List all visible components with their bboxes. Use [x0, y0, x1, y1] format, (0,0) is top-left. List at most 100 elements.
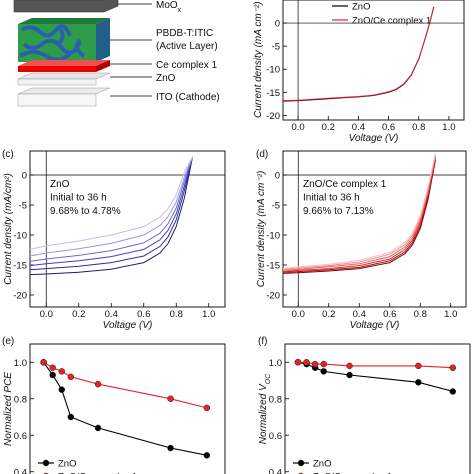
y-tick-label: 0.4	[269, 467, 282, 474]
plot-area	[30, 156, 193, 276]
data-point	[94, 380, 102, 388]
data-point	[303, 359, 310, 366]
y-tick-label: 0	[275, 19, 280, 30]
series-line	[30, 156, 193, 257]
layer-label: ITO (Cathode)	[156, 92, 220, 103]
y-tick-label: 0	[22, 171, 27, 182]
annotation: ZnO	[50, 179, 70, 190]
y-tick-label: 1.0	[269, 358, 282, 369]
y-tick-label: 0.6	[14, 431, 27, 442]
y-tick-label: -15	[266, 261, 280, 272]
y-tick-label: -5	[272, 42, 280, 53]
y-axis-label-text: Current density (mA/cm²)	[3, 173, 14, 285]
x-axis-label: Voltage (V)	[103, 320, 153, 331]
series-line	[30, 156, 193, 271]
series-line	[30, 156, 193, 250]
data-point	[167, 395, 174, 402]
data-point	[449, 388, 457, 395]
plot-area	[283, 6, 435, 102]
data-point	[449, 364, 457, 371]
layer-label: ZnO	[156, 73, 176, 84]
chart-panel: 0.4 0.6 0.8 1.0 ZnO ZnO/Ce complex 1 Normalize…	[258, 336, 471, 474]
y-tick-label: -10	[266, 65, 280, 76]
x-tick-label: 0.2	[322, 122, 335, 133]
data-point	[49, 371, 56, 379]
plot-area	[40, 359, 211, 459]
series-line	[283, 153, 436, 270]
data-point	[294, 359, 302, 366]
data-point	[94, 424, 102, 432]
panel-label: (c)	[2, 149, 14, 160]
panel-label: (d)	[256, 149, 268, 160]
annotation: Initial to 36 h	[303, 193, 360, 204]
y-tick-label: -20	[266, 111, 280, 122]
plot-frame	[29, 150, 226, 308]
legend-label: ZnO	[313, 459, 331, 470]
data-point	[203, 404, 211, 412]
y-axis-label-text: Current density (mA cm⁻²)	[256, 171, 267, 288]
plot-frame	[284, 343, 471, 474]
data-point	[67, 413, 75, 421]
y-tick-label: 0	[275, 171, 280, 182]
x-tick-label: 1.0	[442, 122, 455, 133]
y-tick-label: 0.6	[269, 431, 282, 442]
data-point	[415, 379, 422, 386]
data-point	[203, 452, 211, 459]
data-point	[58, 368, 65, 375]
x-tick-label: 1.0	[202, 309, 215, 320]
legend-marker	[42, 459, 50, 467]
x-tick-label: 0.4	[353, 309, 366, 320]
y-tick-label: -5	[272, 201, 280, 212]
panel-label: (e)	[2, 336, 14, 347]
y-tick-label: -15	[13, 261, 27, 272]
x-tick-label: 0.2	[72, 309, 85, 320]
series-line	[283, 155, 436, 271]
y-tick-label: -15	[266, 88, 280, 99]
data-point	[346, 371, 353, 379]
plot-area	[294, 359, 457, 395]
y-tick-label: 1.0	[14, 358, 27, 369]
x-tick-label: 0.0	[292, 309, 305, 320]
x-tick-label: 0.0	[40, 309, 53, 320]
y-tick-label: 0.8	[14, 394, 27, 405]
y-tick-label: -20	[266, 291, 280, 302]
x-tick-label: 0.4	[352, 122, 365, 133]
legend-label: ZnO	[352, 2, 370, 13]
series-line	[283, 154, 436, 270]
annotation: 9.66% to 7.13%	[303, 206, 374, 217]
x-tick-label: 0.8	[170, 309, 183, 320]
series-line	[30, 156, 193, 276]
series-line	[283, 158, 436, 273]
series-line	[43, 361, 208, 409]
chart-panel: -20 -15 -10 -5 0 0.0 0.2 0.4 0.6 0.8 1.0 ZnO Initial…	[2, 149, 226, 331]
x-tick-label: 0.0	[291, 122, 304, 133]
x-tick-label: 0.4	[105, 309, 118, 320]
annotation: ZnO/Ce complex 1	[303, 179, 387, 190]
x-axis-label: Voltage (V)	[349, 133, 399, 144]
layer-label: MoOx	[156, 0, 182, 14]
data-point	[311, 360, 319, 368]
data-point	[320, 368, 327, 375]
legend-label: ZnO/Ce complex 1	[58, 472, 137, 474]
x-tick-label: 0.2	[322, 309, 335, 320]
x-axis-label: Voltage (V)	[350, 320, 400, 331]
y-tick-label: -10	[13, 231, 27, 242]
x-tick-label: 0.8	[414, 309, 427, 320]
data-point	[67, 373, 75, 381]
y-tick-label: 0.8	[269, 394, 282, 405]
y-axis-label: Current density (mA cm⁻²)	[253, 1, 264, 118]
legend-marker	[297, 459, 305, 467]
series-line	[283, 7, 435, 102]
chart-panel: 0.4 0.6 0.8 1.0 ZnO ZnO/Ce complex 1 Normalize…	[2, 336, 226, 474]
plot-area	[283, 153, 436, 274]
x-tick-label: 1.0	[444, 309, 457, 320]
data-point	[415, 362, 422, 370]
legend-label: ZnO	[58, 459, 76, 470]
device-stack: MoOx PBDB-T:ITIC (Active Layer) Ce compl…	[13, 0, 220, 107]
data-point	[320, 360, 327, 368]
chart-panel: -20 -15 -10 -5 0 0.0 0.2 0.4 0.6 0.8 1.0 ZnO/Ce com…	[256, 149, 467, 331]
y-tick-label: -5	[19, 201, 27, 212]
plot-frame	[282, 150, 467, 308]
